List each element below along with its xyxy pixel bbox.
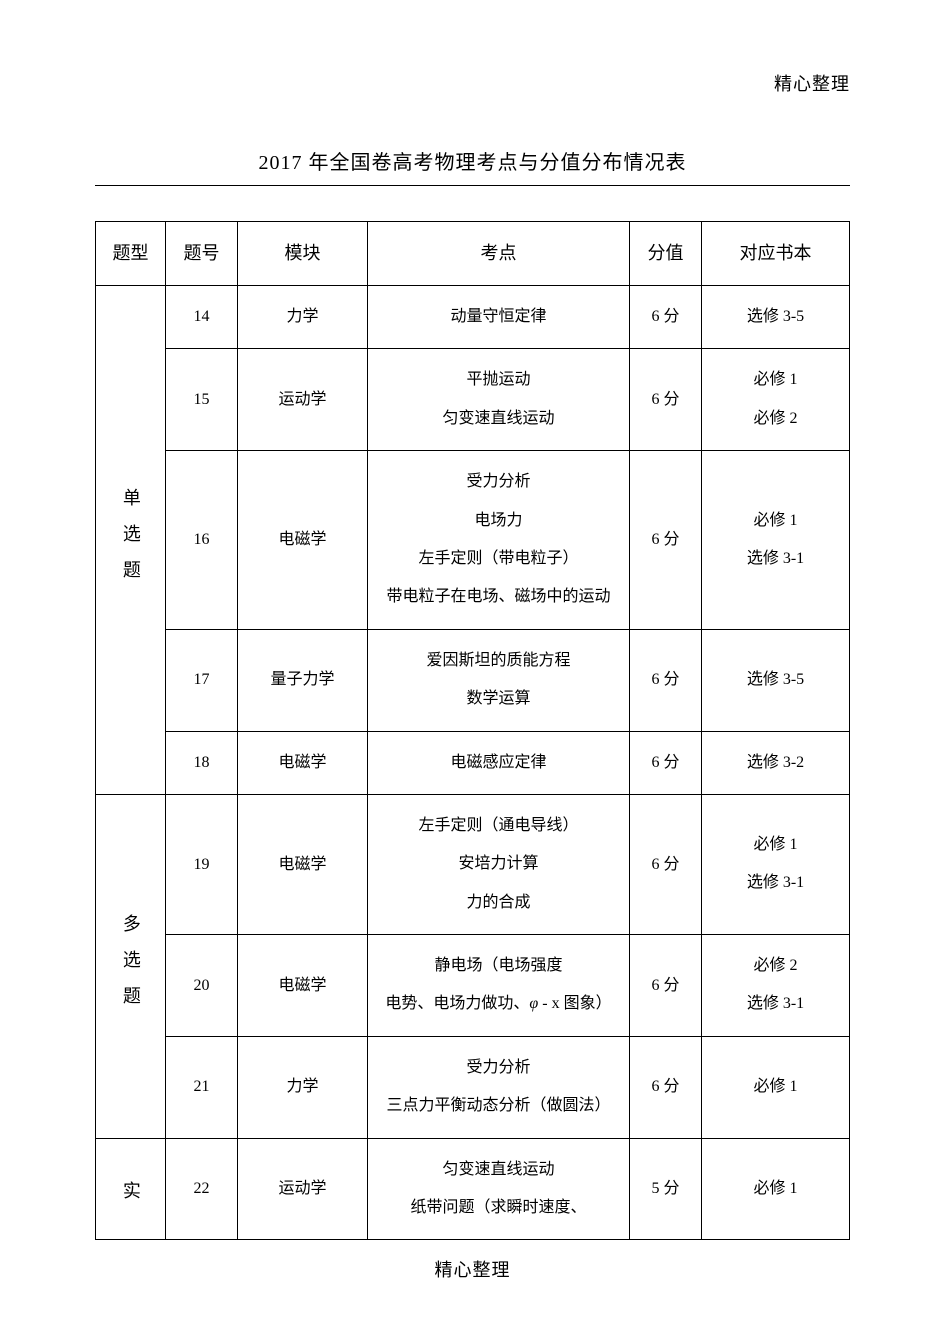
module-cell: 力学 bbox=[238, 1036, 368, 1138]
topic-cell: 动量守恒定律 bbox=[368, 286, 630, 349]
table-header-row: 题型 题号 模块 考点 分值 对应书本 bbox=[96, 222, 850, 286]
book-cell: 必修 1必修 2 bbox=[702, 349, 850, 451]
num-cell: 17 bbox=[166, 629, 238, 731]
module-cell: 力学 bbox=[238, 286, 368, 349]
num-cell: 19 bbox=[166, 794, 238, 934]
col-header-num: 题号 bbox=[166, 222, 238, 286]
topic-cell: 受力分析三点力平衡动态分析（做圆法） bbox=[368, 1036, 630, 1138]
book-cell: 必修 1 bbox=[702, 1138, 850, 1240]
topic-cell: 受力分析电场力左手定则（带电粒子）带电粒子在电场、磁场中的运动 bbox=[368, 451, 630, 630]
topic-cell: 静电场（电场强度电势、电场力做功、φ - x 图象） bbox=[368, 935, 630, 1037]
table-row: 实 22 运动学 匀变速直线运动纸带问题（求瞬时速度、 5 分 必修 1 bbox=[96, 1138, 850, 1240]
score-cell: 6 分 bbox=[630, 794, 702, 934]
physics-exam-table: 题型 题号 模块 考点 分值 对应书本 单选题 14 力学 动量守恒定律 6 分… bbox=[95, 221, 850, 1240]
topic-cell: 左手定则（通电导线）安培力计算力的合成 bbox=[368, 794, 630, 934]
topic-cell: 电磁感应定律 bbox=[368, 731, 630, 794]
module-cell: 电磁学 bbox=[238, 794, 368, 934]
col-header-score: 分值 bbox=[630, 222, 702, 286]
topic-cell: 匀变速直线运动纸带问题（求瞬时速度、 bbox=[368, 1138, 630, 1240]
book-cell: 选修 3-5 bbox=[702, 629, 850, 731]
table-row: 单选题 14 力学 动量守恒定律 6 分 选修 3-5 bbox=[96, 286, 850, 349]
col-header-book: 对应书本 bbox=[702, 222, 850, 286]
score-cell: 6 分 bbox=[630, 451, 702, 630]
table-row: 16 电磁学 受力分析电场力左手定则（带电粒子）带电粒子在电场、磁场中的运动 6… bbox=[96, 451, 850, 630]
score-cell: 6 分 bbox=[630, 286, 702, 349]
module-cell: 量子力学 bbox=[238, 629, 368, 731]
module-cell: 电磁学 bbox=[238, 935, 368, 1037]
book-cell: 选修 3-2 bbox=[702, 731, 850, 794]
type-cell: 实 bbox=[96, 1138, 166, 1240]
topic-cell: 爱因斯坦的质能方程数学运算 bbox=[368, 629, 630, 731]
module-cell: 运动学 bbox=[238, 1138, 368, 1240]
module-cell: 电磁学 bbox=[238, 451, 368, 630]
table-row: 20 电磁学 静电场（电场强度电势、电场力做功、φ - x 图象） 6 分 必修… bbox=[96, 935, 850, 1037]
col-header-module: 模块 bbox=[238, 222, 368, 286]
score-cell: 6 分 bbox=[630, 349, 702, 451]
score-cell: 6 分 bbox=[630, 935, 702, 1037]
document-page: 精心整理 2017 年全国卷高考物理考点与分值分布情况表 题型 题号 模块 考点… bbox=[0, 0, 945, 1240]
num-cell: 22 bbox=[166, 1138, 238, 1240]
type-cell: 单选题 bbox=[96, 286, 166, 795]
footer-label: 精心整理 bbox=[0, 1256, 945, 1282]
score-cell: 6 分 bbox=[630, 731, 702, 794]
score-cell: 6 分 bbox=[630, 629, 702, 731]
table-row: 18 电磁学 电磁感应定律 6 分 选修 3-2 bbox=[96, 731, 850, 794]
num-cell: 21 bbox=[166, 1036, 238, 1138]
book-cell: 必修 1选修 3-1 bbox=[702, 794, 850, 934]
num-cell: 18 bbox=[166, 731, 238, 794]
score-cell: 6 分 bbox=[630, 1036, 702, 1138]
book-cell: 选修 3-5 bbox=[702, 286, 850, 349]
score-cell: 5 分 bbox=[630, 1138, 702, 1240]
num-cell: 16 bbox=[166, 451, 238, 630]
title-underline bbox=[95, 185, 850, 186]
num-cell: 15 bbox=[166, 349, 238, 451]
book-cell: 必修 2选修 3-1 bbox=[702, 935, 850, 1037]
num-cell: 20 bbox=[166, 935, 238, 1037]
topic-cell: 平抛运动匀变速直线运动 bbox=[368, 349, 630, 451]
header-label: 精心整理 bbox=[95, 70, 850, 96]
book-cell: 必修 1 bbox=[702, 1036, 850, 1138]
table-row: 多选题 19 电磁学 左手定则（通电导线）安培力计算力的合成 6 分 必修 1选… bbox=[96, 794, 850, 934]
table-row: 15 运动学 平抛运动匀变速直线运动 6 分 必修 1必修 2 bbox=[96, 349, 850, 451]
table-row: 21 力学 受力分析三点力平衡动态分析（做圆法） 6 分 必修 1 bbox=[96, 1036, 850, 1138]
col-header-topic: 考点 bbox=[368, 222, 630, 286]
book-cell: 必修 1选修 3-1 bbox=[702, 451, 850, 630]
module-cell: 运动学 bbox=[238, 349, 368, 451]
num-cell: 14 bbox=[166, 286, 238, 349]
type-cell: 多选题 bbox=[96, 794, 166, 1138]
module-cell: 电磁学 bbox=[238, 731, 368, 794]
col-header-type: 题型 bbox=[96, 222, 166, 286]
table-row: 17 量子力学 爱因斯坦的质能方程数学运算 6 分 选修 3-5 bbox=[96, 629, 850, 731]
document-title: 2017 年全国卷高考物理考点与分值分布情况表 bbox=[95, 146, 850, 175]
